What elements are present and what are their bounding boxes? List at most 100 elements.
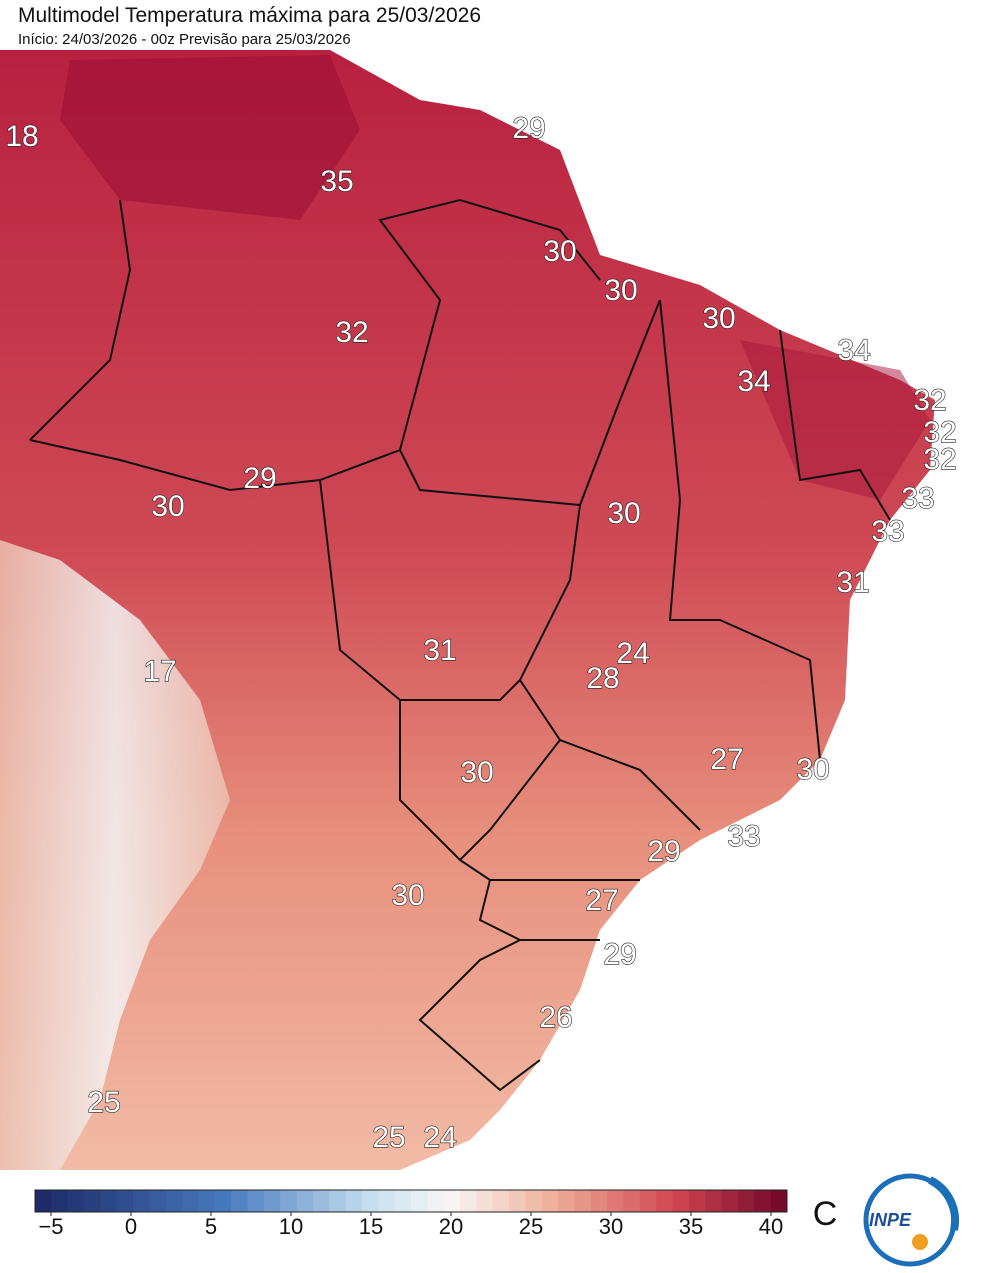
colorbar-bin (558, 1190, 575, 1212)
temp-label: 30 (604, 274, 637, 307)
colorbar-bin (427, 1190, 445, 1212)
north-peak (60, 55, 360, 220)
colorbar-bin (149, 1190, 167, 1212)
colorbar-bin (182, 1190, 199, 1212)
colorbar-unit: C (813, 1195, 838, 1233)
inpe-logo: INPE (863, 1173, 960, 1267)
colorbar-tick-label: 30 (599, 1214, 623, 1239)
colorbar-frame (34, 1189, 788, 1213)
colorbar-bin (525, 1190, 543, 1212)
colorbar-tick-label: 5 (205, 1214, 217, 1239)
colorbar-bin (280, 1190, 298, 1212)
colorbar-bin (443, 1190, 461, 1212)
colorbar-bin (165, 1190, 183, 1212)
colorbar-bin (672, 1190, 690, 1212)
colorbar-bin (574, 1190, 592, 1212)
colorbar-bin (100, 1190, 118, 1212)
colorbar-bin (509, 1190, 526, 1212)
colorbar-bin (590, 1190, 608, 1212)
logo-arrow (928, 1176, 960, 1231)
logo-text: INPE (869, 1210, 912, 1230)
temp-label: 31 (423, 634, 456, 667)
temp-label: 30 (391, 879, 424, 912)
colorbar-bin (770, 1190, 788, 1212)
colorbar-bin (476, 1190, 494, 1212)
colorbar-bin (263, 1190, 281, 1212)
logo-sun (912, 1234, 928, 1250)
temp-label: 30 (607, 497, 640, 530)
temp-label: 26 (539, 1001, 572, 1034)
colorbar: −5 0 5 10 15 20 25 30 35 40 C (34, 1189, 838, 1239)
temp-label: 29 (243, 462, 276, 495)
colorbar-bin (688, 1190, 706, 1212)
temp-label: 30 (543, 235, 576, 268)
temp-label: 34 (737, 365, 770, 398)
colorbar-bin (51, 1190, 69, 1212)
colorbar-bin (116, 1190, 134, 1212)
temp-label: 32 (923, 416, 956, 449)
temp-label: 29 (512, 112, 545, 145)
colorbar-bin (133, 1190, 150, 1212)
land (0, 50, 935, 1170)
colorbar-bin (411, 1190, 428, 1212)
temp-label: 32 (335, 316, 368, 349)
temp-label: 30 (151, 490, 184, 523)
colorbar-bin (296, 1190, 314, 1212)
colorbar-bin (541, 1190, 559, 1212)
colorbar-bin (607, 1190, 625, 1212)
temp-label: 18 (5, 120, 38, 153)
colorbar-tick-label: 10 (279, 1214, 303, 1239)
colorbar-bin (394, 1190, 412, 1212)
colorbar-bin (231, 1190, 249, 1212)
temp-label: 33 (871, 515, 904, 548)
colorbar-bin (198, 1190, 216, 1212)
colorbar-bin (67, 1190, 85, 1212)
temp-label: 32 (913, 384, 946, 417)
temp-label: 25 (87, 1086, 120, 1119)
colorbar-bin (705, 1190, 723, 1212)
colorbar-bin (460, 1190, 477, 1212)
colorbar-bin (84, 1190, 101, 1212)
borders (29, 198, 891, 1092)
colorbar-bin (247, 1190, 265, 1212)
colorbar-tick-label: 40 (759, 1214, 783, 1239)
colorbar-bin (754, 1190, 772, 1212)
colorbar-bin (737, 1190, 755, 1212)
colorbar-tick-label: 25 (519, 1214, 543, 1239)
temp-label: 32 (923, 443, 956, 476)
colorbar-tick-label: 20 (439, 1214, 463, 1239)
map-subtitle: Início: 24/03/2026 - 00z Previsão para 2… (18, 31, 351, 48)
temp-label: 35 (320, 165, 353, 198)
colorbar-bin (492, 1190, 510, 1212)
andes (0, 540, 230, 1170)
temp-label: 30 (796, 753, 829, 786)
colorbar-bin (312, 1190, 330, 1212)
temp-label: 24 (616, 637, 649, 670)
colorbar-bin (361, 1190, 379, 1212)
temp-label: 31 (836, 566, 869, 599)
temp-label: 30 (702, 302, 735, 335)
colorbar-bin (345, 1190, 363, 1212)
temp-label: 33 (727, 820, 760, 853)
colorbar-bin (623, 1190, 641, 1212)
map-area (0, 50, 935, 1170)
map-title: Multimodel Temperatura máxima para 25/03… (18, 4, 481, 27)
colorbar-bin (639, 1190, 657, 1212)
colorbar-bin (214, 1190, 232, 1212)
temp-label: 29 (603, 938, 636, 971)
temp-label: 27 (710, 743, 743, 776)
temp-label: 17 (143, 655, 176, 688)
colorbar-bin (378, 1190, 396, 1212)
colorbar-tick-label: 35 (679, 1214, 703, 1239)
temp-label: 24 (423, 1121, 456, 1154)
colorbar-bin (35, 1190, 52, 1212)
colorbar-tick-label: 15 (359, 1214, 383, 1239)
temp-label: 27 (585, 884, 618, 917)
colorbar-bin (721, 1190, 739, 1212)
temp-label: 30 (460, 756, 493, 789)
temp-label: 29 (647, 835, 680, 868)
temp-label: 33 (901, 482, 934, 515)
colorbar-tick-label: 0 (125, 1214, 137, 1239)
temp-label: 28 (586, 662, 619, 695)
